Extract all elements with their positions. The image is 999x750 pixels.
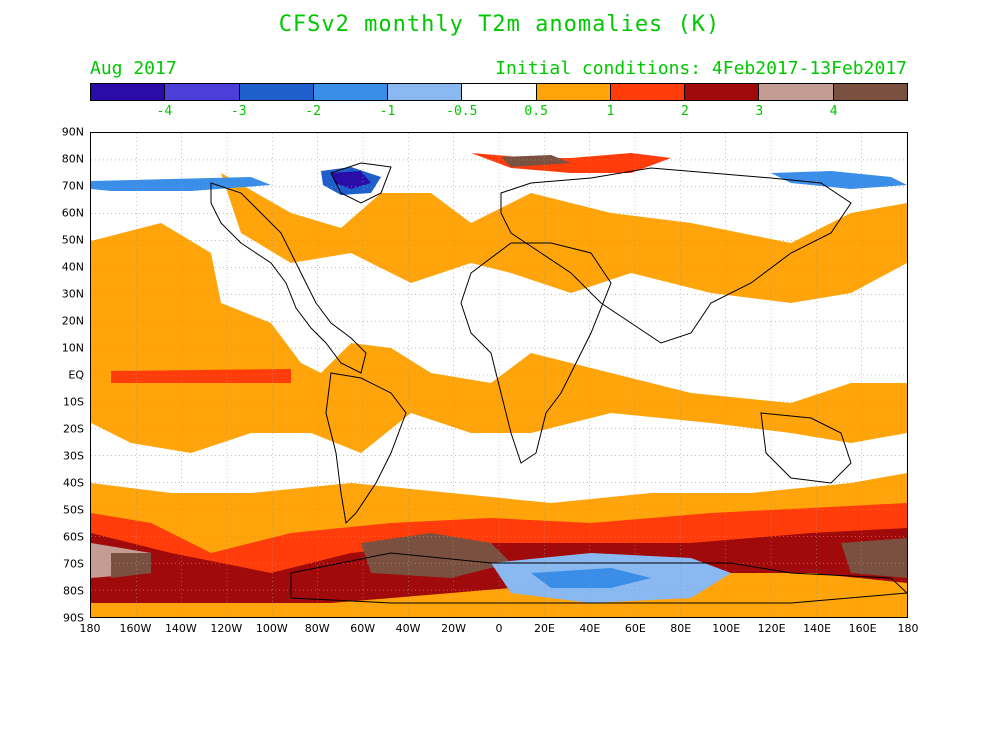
colorbar-label: 1: [606, 104, 615, 119]
initial-conditions: Initial conditions: 4Feb2017-13Feb2017: [495, 58, 907, 79]
longitude-label: 180: [79, 622, 101, 635]
anomaly-map: [90, 132, 908, 618]
colorbar-label: 3: [755, 104, 764, 119]
graticule: [91, 133, 907, 617]
longitude-label: 20E: [533, 622, 555, 635]
latitude-label: 70S: [63, 557, 84, 571]
latitude-label: 80S: [63, 584, 84, 598]
latitude-label: 30N: [61, 287, 84, 301]
colorbar-swatch: [462, 84, 537, 100]
latitude-label: 10N: [61, 341, 84, 355]
coastlines: [210, 162, 907, 604]
longitude-label: 20W: [441, 622, 466, 635]
colorbar-label: 4: [829, 104, 838, 119]
latitude-label: 90N: [61, 125, 84, 139]
colorbar-label: -1: [379, 104, 396, 119]
colorbar-swatch: [536, 84, 611, 100]
longitude-label: 160E: [848, 622, 877, 635]
colorbar-swatch: [759, 84, 834, 100]
latitude-label: 90S: [63, 611, 84, 625]
longitude-label: 60E: [624, 622, 646, 635]
longitude-label: 40W: [395, 622, 421, 635]
colorbar-swatch: [239, 84, 314, 100]
colorbar-labels: -4 -3 -2 -1 -0.5 0.5 1 2 3 4: [90, 104, 908, 122]
latitude-label: 50N: [61, 233, 84, 247]
colorbar-swatch: [833, 84, 907, 100]
longitude-label: 120W: [210, 622, 243, 635]
colorbar-swatch: [165, 84, 240, 100]
latitude-label: 40N: [61, 260, 84, 274]
latitude-label: 30S: [63, 449, 84, 463]
longitude-label: 140W: [164, 622, 197, 635]
latitude-label: 50S: [63, 503, 84, 517]
longitude-label: 80E: [670, 622, 692, 635]
latitude-label: EQ: [68, 368, 84, 382]
colorbar-label: -3: [230, 104, 247, 119]
forecast-month: Aug 2017: [90, 58, 177, 79]
latitude-label: 10S: [63, 395, 84, 409]
latitude-label: 60N: [61, 206, 84, 220]
latitude-label: 20S: [63, 422, 84, 436]
longitude-label: 0: [495, 622, 503, 635]
longitude-label: 100E: [712, 622, 741, 635]
longitude-label: 160W: [119, 622, 152, 635]
map-title: CFSv2 monthly T2m anomalies (K): [278, 12, 721, 37]
latitude-label: 40S: [63, 476, 84, 490]
latitude-label: 80N: [61, 152, 84, 166]
longitude-label: 180: [897, 622, 919, 635]
latitude-label: 60S: [63, 530, 84, 544]
longitude-label: 60W: [350, 622, 376, 635]
anomaly-fill-layer: [91, 153, 907, 617]
colorbar-swatch: [388, 84, 463, 100]
colorbar-swatch: [685, 84, 760, 100]
longitude-label: 100W: [255, 622, 288, 635]
colorbar-swatch: [91, 84, 166, 100]
colorbar-label: 2: [680, 104, 689, 119]
colorbar-label: -0.5: [446, 104, 478, 119]
longitude-label: 80W: [304, 622, 330, 635]
latitude-label: 70N: [61, 179, 84, 193]
colorbar-label: -2: [305, 104, 321, 119]
longitude-label: 140E: [803, 622, 832, 635]
colorbar: [90, 83, 908, 101]
colorbar-label: 0.5: [524, 104, 548, 119]
colorbar-swatch: [313, 84, 389, 100]
latitude-label: 20N: [61, 314, 84, 328]
longitude-label: 120E: [757, 622, 786, 635]
longitude-label: 40E: [579, 622, 601, 635]
colorbar-swatch: [610, 84, 686, 100]
map-canvas: [91, 133, 907, 617]
colorbar-label: -4: [156, 104, 173, 119]
